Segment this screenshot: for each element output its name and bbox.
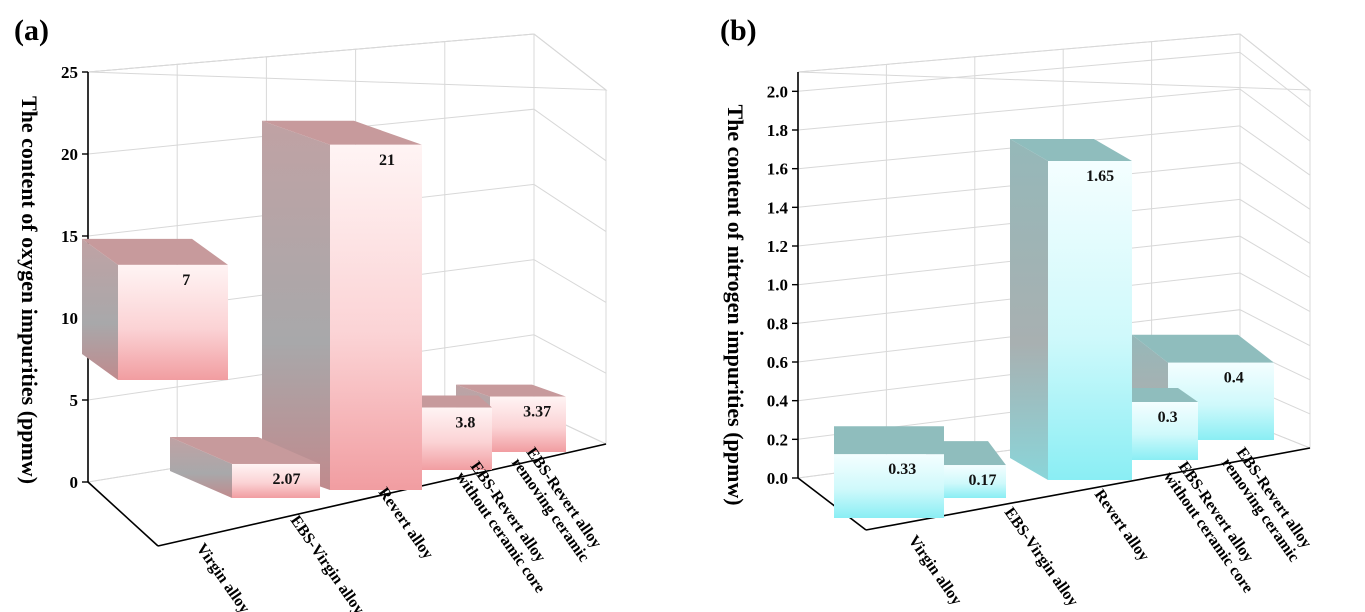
panel-b-letter: (b) [720, 14, 757, 47]
bar-side-face [1010, 139, 1048, 480]
ytick-label: 0.2 [767, 430, 788, 449]
bar-top-face [170, 437, 320, 464]
ytick-label: 2.0 [767, 82, 788, 101]
bar-front-face [834, 454, 944, 518]
bar-top-face [408, 395, 492, 408]
gridline [87, 108, 607, 162]
ytick-label: 0 [70, 473, 79, 492]
gridline [797, 198, 1311, 247]
bar-front-face [330, 144, 422, 490]
bar-top-face [82, 238, 228, 265]
panel-a-ylabel: The content of oxygen impurities (ppmw) [17, 96, 42, 484]
bar-front-face [490, 396, 566, 452]
panel-b-yticks: 0.0 0.2 0.4 0.6 0.8 1.0 1.2 1.4 1.6 1.8 2.0 [767, 82, 798, 488]
gridline [797, 125, 1311, 176]
bar-front-face [944, 465, 1006, 498]
bar-value-label: 1.65 [1086, 168, 1114, 185]
bar-value-label: 7 [182, 272, 190, 289]
category-label: Virgin alloy [905, 533, 965, 609]
bar-value-label: 3.8 [455, 415, 475, 432]
ytick-label: 15 [61, 227, 78, 246]
panel-a-yticks: 0 5 10 15 20 25 [61, 63, 88, 492]
category-label: EBS-Virgin alloy [287, 513, 368, 612]
bar-value-label: 0.3 [1158, 409, 1178, 426]
ytick-label: 1.0 [767, 276, 788, 295]
category-label: Revert alloy [1091, 487, 1153, 565]
bar-top-face [1010, 139, 1132, 161]
gridline [797, 51, 1311, 108]
bar-top-face [262, 120, 422, 145]
ytick-label: 0.6 [767, 353, 788, 372]
panel-b-ylabel: The content of nitrogen impurities (ppmw… [723, 104, 748, 505]
bar-side-face [82, 238, 118, 380]
gridline [797, 309, 1311, 363]
bar: 7 [82, 238, 228, 380]
bar-top-face [926, 441, 1006, 466]
panel-b: (b) The content of nitrogen impurities (… [720, 14, 1315, 610]
bar-top-face [456, 384, 566, 397]
ytick-label: 0.0 [767, 469, 788, 488]
bar-value-label: 0.17 [968, 472, 996, 489]
gridline [797, 88, 1311, 142]
bar-value-label: 21 [379, 152, 395, 169]
bar-top-face [834, 426, 944, 455]
bar-value-label: 2.07 [273, 471, 301, 488]
ytick-label: 0.8 [767, 314, 788, 333]
bar: 1.65 [1010, 139, 1132, 480]
bar-value-label: 0.4 [1224, 370, 1244, 387]
panel-b-bars: 0.4 0.3 1.65 0.17 0.33 [834, 139, 1274, 518]
bar-front-face [422, 407, 492, 470]
ytick-label: 1.6 [767, 160, 788, 179]
ytick-label: 5 [70, 391, 79, 410]
bar-front-face [1048, 161, 1132, 480]
gridline [797, 272, 1311, 324]
bar: 21 [262, 120, 422, 491]
gridline [87, 183, 607, 237]
ytick-label: 25 [61, 63, 78, 82]
bar-side-face [262, 120, 330, 491]
category-label: Revert alloy [375, 485, 437, 563]
panel-a-letter: (a) [14, 14, 49, 47]
bar-value-label: 0.33 [888, 461, 916, 478]
bar: 0.33 [834, 426, 944, 518]
panel-a-bars: 3.37 3.8 21 2.07 7 [82, 120, 566, 498]
gridline [87, 33, 607, 91]
bar-top-face [1132, 334, 1274, 363]
ytick-label: 1.8 [767, 121, 788, 140]
gridline [87, 334, 607, 401]
ytick-label: 1.2 [767, 237, 788, 256]
gridline [797, 162, 1311, 210]
ytick-label: 1.4 [767, 198, 789, 217]
category-label: EBS-Virgin alloy [1001, 505, 1082, 610]
bar: 2.07 [170, 437, 320, 498]
bar-front-face [232, 463, 320, 498]
category-label: Virgin alloy [193, 541, 253, 612]
bar-value-label: 3.37 [523, 404, 551, 421]
ytick-label: 10 [61, 309, 78, 328]
panel-a: (a) The content of oxygen impurities (pp… [14, 14, 608, 612]
ytick-label: 0.4 [767, 392, 789, 411]
bar-side-face [170, 437, 232, 498]
gridline [797, 235, 1311, 286]
bar-front-face [118, 264, 228, 380]
gridline [87, 259, 607, 319]
ytick-label: 20 [61, 145, 78, 164]
